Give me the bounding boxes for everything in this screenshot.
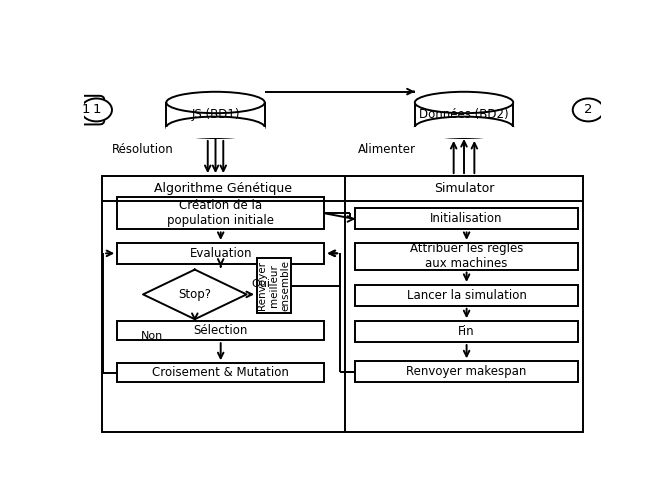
Ellipse shape [415, 117, 513, 138]
Text: Algorithme Génétique: Algorithme Génétique [154, 182, 293, 195]
Text: Oui: Oui [252, 279, 271, 289]
FancyBboxPatch shape [355, 208, 578, 230]
Text: Croisement & Mutation: Croisement & Mutation [152, 366, 289, 379]
Text: Sélection: Sélection [194, 324, 248, 337]
Text: Lancer la simulation: Lancer la simulation [407, 289, 526, 302]
Text: JS (BD1): JS (BD1) [191, 109, 240, 122]
Text: Non: Non [140, 331, 163, 341]
FancyBboxPatch shape [117, 363, 324, 382]
Text: 2: 2 [584, 104, 593, 117]
Text: Résolution: Résolution [112, 143, 174, 156]
Text: 1: 1 [82, 104, 90, 117]
Circle shape [81, 99, 112, 122]
FancyBboxPatch shape [355, 361, 578, 382]
Text: Alimenter: Alimenter [358, 143, 416, 156]
Bar [166, 103, 265, 127]
Bar [415, 103, 513, 127]
Circle shape [572, 99, 604, 122]
FancyBboxPatch shape [355, 285, 578, 306]
FancyBboxPatch shape [102, 176, 583, 432]
Text: Stop?: Stop? [178, 288, 211, 301]
FancyBboxPatch shape [117, 197, 324, 230]
FancyBboxPatch shape [117, 243, 324, 264]
Text: Fin: Fin [458, 325, 475, 338]
Bar [166, 127, 265, 138]
Ellipse shape [166, 92, 265, 113]
Text: Simulator: Simulator [434, 182, 494, 195]
FancyBboxPatch shape [68, 96, 104, 124]
Ellipse shape [415, 92, 513, 113]
FancyBboxPatch shape [257, 258, 291, 313]
Text: Données (BD2): Données (BD2) [420, 109, 509, 122]
Text: Initialisation: Initialisation [430, 212, 503, 226]
Text: 1: 1 [92, 104, 101, 117]
Polygon shape [143, 270, 246, 319]
FancyBboxPatch shape [355, 321, 578, 342]
Bar [414, 127, 514, 138]
Text: Création de la
population initiale: Création de la population initiale [167, 199, 274, 227]
Text: Renvoyer
meilleur
ensemble: Renvoyer meilleur ensemble [257, 260, 291, 311]
FancyBboxPatch shape [117, 321, 324, 340]
Text: Evaluation: Evaluation [190, 247, 252, 260]
Text: Renvoyer makespan: Renvoyer makespan [406, 365, 527, 378]
Text: Attribuer les règles
aux machines: Attribuer les règles aux machines [410, 242, 523, 270]
Ellipse shape [166, 117, 265, 138]
FancyBboxPatch shape [355, 243, 578, 270]
